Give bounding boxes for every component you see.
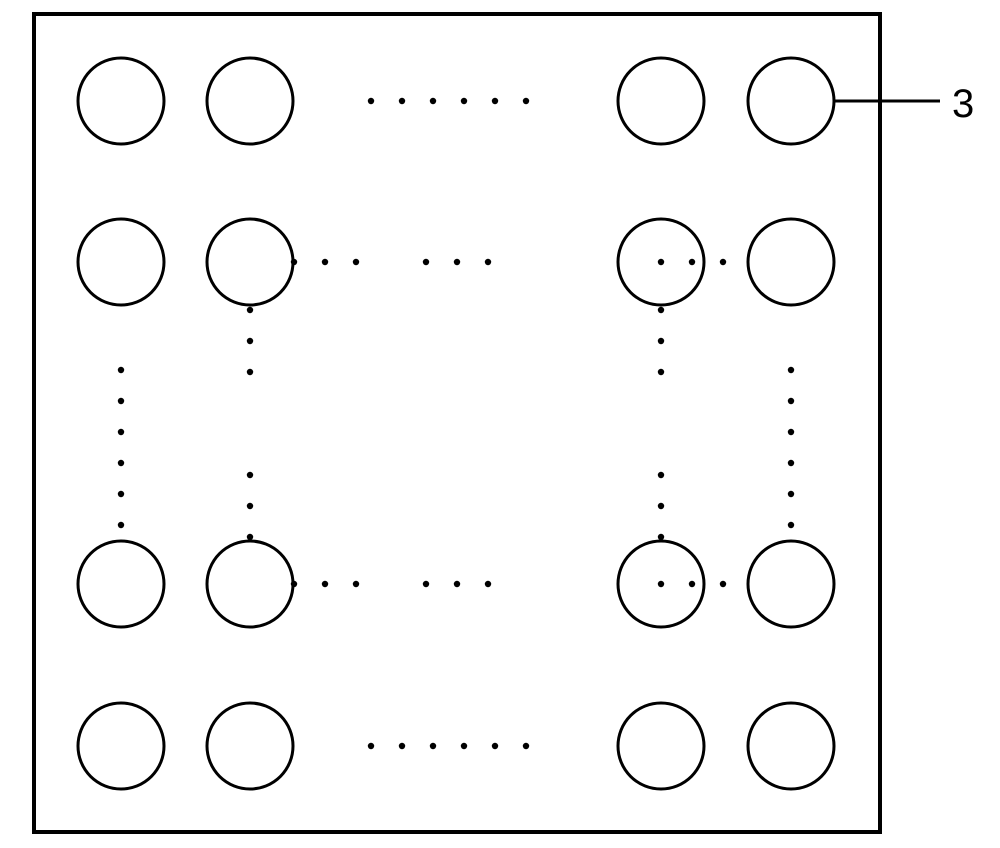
- ellipsis-dot: [658, 369, 664, 375]
- ellipsis-dot: [118, 429, 124, 435]
- callout-label: 3: [952, 82, 974, 126]
- ellipsis-dot: [492, 98, 498, 104]
- ellipsis-dot: [689, 581, 695, 587]
- ellipsis-dot: [689, 259, 695, 265]
- ellipsis-dot: [247, 472, 253, 478]
- ellipsis-dot: [430, 98, 436, 104]
- ellipsis-dot: [247, 534, 253, 540]
- ellipsis-dot: [523, 743, 529, 749]
- ellipsis-dot: [658, 307, 664, 313]
- ellipsis-dot: [492, 743, 498, 749]
- ellipsis-dot: [247, 338, 253, 344]
- ellipsis-dot: [118, 522, 124, 528]
- ellipsis-dot: [788, 491, 794, 497]
- ellipsis-dot: [461, 743, 467, 749]
- ellipsis-dot: [399, 743, 405, 749]
- ellipsis-dot: [658, 503, 664, 509]
- ellipsis-dot: [291, 581, 297, 587]
- ellipsis-dot: [523, 98, 529, 104]
- canvas-bg: [0, 0, 1000, 848]
- ellipsis-dot: [454, 259, 460, 265]
- ellipsis-dot: [118, 491, 124, 497]
- ellipsis-dot: [247, 503, 253, 509]
- ellipsis-dot: [291, 259, 297, 265]
- ellipsis-dot: [485, 259, 491, 265]
- ellipsis-dot: [118, 398, 124, 404]
- ellipsis-dot: [788, 522, 794, 528]
- ellipsis-dot: [461, 98, 467, 104]
- ellipsis-dot: [658, 581, 664, 587]
- ellipsis-dot: [658, 338, 664, 344]
- ellipsis-dot: [788, 460, 794, 466]
- ellipsis-dot: [423, 581, 429, 587]
- ellipsis-dot: [368, 743, 374, 749]
- ellipsis-dot: [423, 259, 429, 265]
- ellipsis-dot: [399, 98, 405, 104]
- ellipsis-dot: [720, 581, 726, 587]
- ellipsis-dot: [485, 581, 491, 587]
- ellipsis-dot: [658, 534, 664, 540]
- ellipsis-dot: [788, 398, 794, 404]
- ellipsis-dot: [247, 369, 253, 375]
- ellipsis-dot: [658, 472, 664, 478]
- ellipsis-dot: [658, 259, 664, 265]
- ellipsis-dot: [720, 259, 726, 265]
- ellipsis-dot: [322, 581, 328, 587]
- ellipsis-dot: [368, 98, 374, 104]
- ellipsis-dot: [353, 581, 359, 587]
- ellipsis-dot: [788, 429, 794, 435]
- ellipsis-dot: [118, 460, 124, 466]
- ellipsis-dot: [430, 743, 436, 749]
- ellipsis-dot: [322, 259, 328, 265]
- ellipsis-dot: [118, 367, 124, 373]
- ellipsis-dot: [353, 259, 359, 265]
- ellipsis-dot: [454, 581, 460, 587]
- ellipsis-dot: [788, 367, 794, 373]
- diagram-stage: 3: [0, 0, 1000, 848]
- ellipsis-dot: [247, 307, 253, 313]
